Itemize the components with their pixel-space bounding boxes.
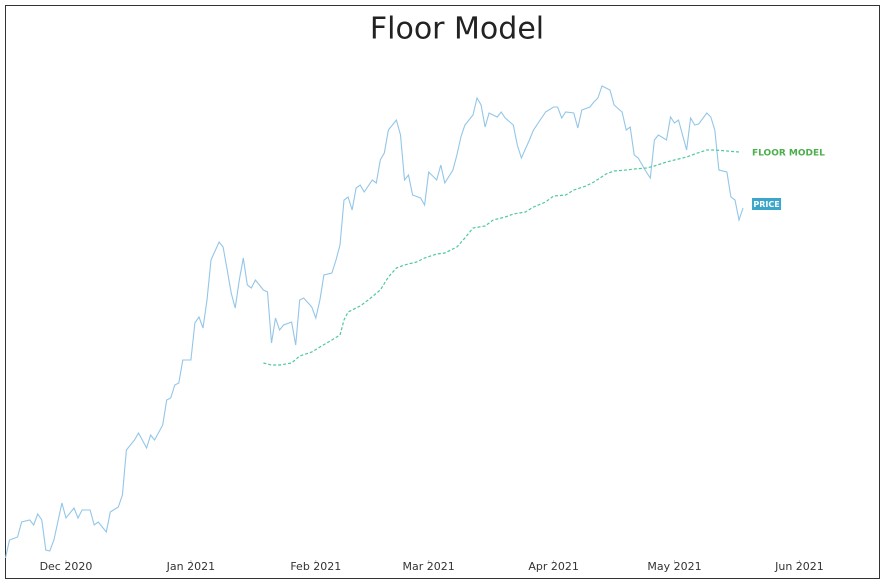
legend-label: FLOOR MODEL bbox=[752, 149, 825, 159]
x-tick-label: Jun 2021 bbox=[774, 560, 824, 573]
x-tick-label: Dec 2020 bbox=[40, 560, 93, 573]
x-tick-label: Mar 2021 bbox=[403, 560, 455, 573]
x-tick-label: May 2021 bbox=[647, 560, 701, 573]
x-tick-label: Apr 2021 bbox=[528, 560, 579, 573]
frame bbox=[5, 5, 880, 579]
line bbox=[4, 85, 744, 559]
legend-label: PRICE bbox=[753, 200, 779, 209]
chart-title: Floor Model bbox=[370, 12, 544, 47]
x-tick-label: Jan 2021 bbox=[166, 560, 215, 573]
end-label: PRICE bbox=[752, 198, 782, 210]
end-label-badge bbox=[752, 198, 782, 210]
line bbox=[263, 149, 740, 366]
x-tick-label: Feb 2021 bbox=[290, 560, 341, 573]
